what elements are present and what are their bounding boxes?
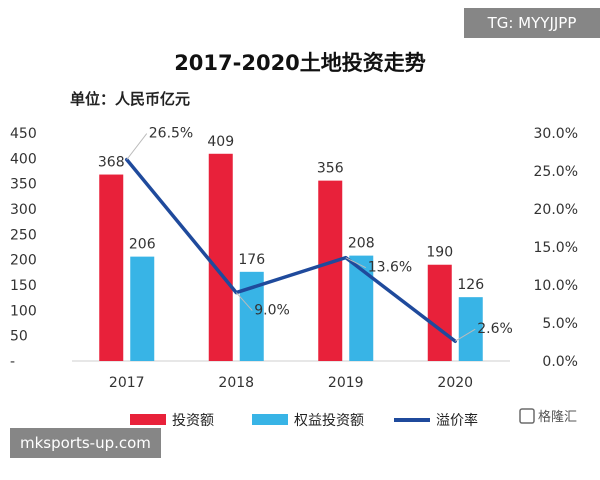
- bar-investment: [318, 180, 343, 361]
- left-axis: - 50 100 150 200 250 300 350 400 450: [10, 126, 37, 370]
- x-tick-label: 2018: [218, 375, 254, 391]
- x-tick-label: 2020: [437, 375, 473, 391]
- bar-value-label: 368: [98, 155, 125, 171]
- line-value-label: 9.0%: [254, 303, 290, 319]
- bar-equity-investment: [130, 256, 155, 361]
- premium-line: [125, 157, 457, 343]
- left-tick-label: 50: [10, 329, 28, 345]
- right-tick-label: 25.0%: [534, 164, 578, 180]
- right-tick-label: 10.0%: [534, 278, 578, 294]
- line-label-leader: [345, 257, 366, 269]
- bar-equity-investment: [349, 255, 374, 361]
- watermark-icon: [519, 408, 535, 424]
- line-value-label: 13.6%: [368, 260, 412, 276]
- bar-value-label: 176: [238, 252, 265, 268]
- bar-equity-investment: [458, 297, 483, 361]
- right-tick-label: 0.0%: [542, 354, 578, 370]
- legend-swatch: [252, 414, 288, 425]
- left-tick-label: -: [10, 354, 15, 370]
- right-tick-label: 30.0%: [534, 126, 578, 142]
- bar-investment: [427, 264, 452, 361]
- bar-value-label: 126: [457, 277, 484, 293]
- line-label-leader: [454, 328, 476, 342]
- bar-value-label: 208: [348, 236, 375, 252]
- chart-subtitle: 单位：人民币亿元: [70, 90, 190, 108]
- line-labels: 26.5% 9.0% 13.6% 2.6%: [126, 126, 513, 342]
- chart-title: 2017-2020土地投资走势: [174, 51, 426, 75]
- left-tick-label: 300: [10, 202, 37, 218]
- legend-swatch: [130, 414, 166, 425]
- right-tick-label: 5.0%: [542, 316, 578, 332]
- line-value-label: 2.6%: [477, 321, 513, 337]
- tg-badge: TG: MYYJJPP: [464, 8, 600, 38]
- watermark-logo: 格隆汇: [519, 408, 577, 425]
- bar-value-label: 409: [207, 134, 234, 150]
- legend-label: 权益投资额: [294, 413, 364, 429]
- left-tick-label: 200: [10, 253, 37, 269]
- bar-value-label: 190: [426, 245, 453, 261]
- bar-value-label: 206: [129, 237, 156, 253]
- x-tick-label: 2017: [109, 375, 145, 391]
- left-tick-label: 350: [10, 177, 37, 193]
- line-value-label: 26.5%: [149, 126, 193, 142]
- left-tick-label: 100: [10, 303, 37, 319]
- legend: 投资额 权益投资额 溢价率: [130, 412, 478, 429]
- bar-investment: [99, 174, 124, 361]
- site-badge: mksports-up.com: [10, 428, 161, 458]
- legend-label: 投资额: [172, 413, 214, 429]
- x-axis: 2017 2018 2019 2020: [109, 375, 473, 391]
- right-tick-label: 15.0%: [534, 240, 578, 256]
- x-tick-label: 2019: [328, 375, 364, 391]
- legend-label: 溢价率: [436, 412, 478, 429]
- left-tick-label: 250: [10, 227, 37, 243]
- bar-investment: [208, 153, 233, 361]
- premium-rate-line: [125, 157, 457, 343]
- right-axis: 0.0% 5.0% 10.0% 15.0% 20.0% 25.0% 30.0%: [534, 126, 578, 370]
- left-tick-label: 450: [10, 126, 37, 142]
- right-tick-label: 20.0%: [534, 202, 578, 218]
- bars: [99, 153, 483, 361]
- left-tick-label: 150: [10, 278, 37, 294]
- line-label-leader: [235, 292, 253, 311]
- bar-value-label: 356: [317, 161, 344, 177]
- left-tick-label: 400: [10, 151, 37, 167]
- line-label-leader: [126, 133, 148, 160]
- watermark-text: 格隆汇: [538, 409, 577, 425]
